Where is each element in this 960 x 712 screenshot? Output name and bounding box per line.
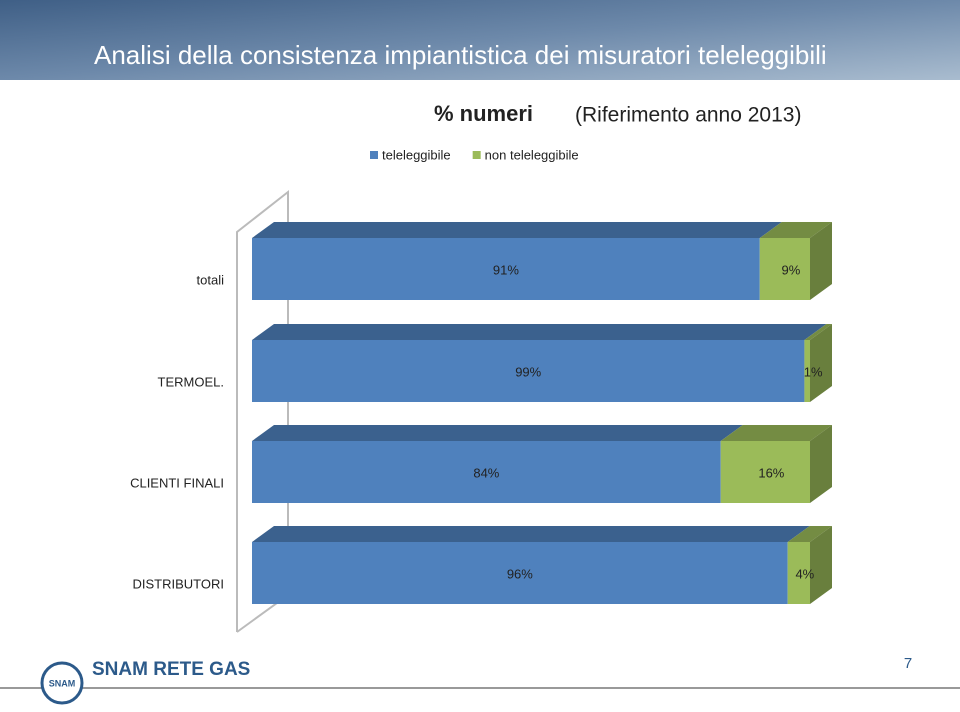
category-label: CLIENTI FINALI — [130, 475, 224, 490]
bar — [787, 542, 810, 604]
chart-wall — [236, 189, 289, 633]
value-label: 96% — [507, 566, 533, 581]
logo-text: SNAM RETE GAS — [92, 659, 250, 680]
value-label: 1% — [804, 364, 823, 379]
value-label: 99% — [515, 364, 541, 379]
legend-swatch — [472, 151, 481, 159]
category-label: TERMOEL. — [158, 374, 224, 389]
value-label: 9% — [781, 262, 800, 277]
bar-top — [804, 324, 832, 340]
bar-top — [252, 425, 743, 441]
value-label: 16% — [758, 465, 784, 480]
legend-swatch — [370, 151, 378, 159]
bar-side — [810, 425, 832, 503]
bar — [759, 238, 810, 300]
bar — [252, 441, 721, 503]
bar — [804, 340, 810, 402]
value-label: 91% — [493, 262, 519, 277]
bar-top — [252, 526, 810, 542]
value-label: 84% — [473, 465, 499, 480]
bar-top — [720, 425, 832, 441]
page-number: 7 — [904, 655, 912, 672]
bar — [252, 340, 805, 402]
logo-mark: SNAM — [49, 678, 76, 688]
bar-side — [810, 222, 832, 300]
legend-label: non teleleggibile — [485, 147, 579, 162]
bar — [252, 238, 760, 300]
chart-title: % numeri — [434, 101, 533, 126]
bar — [252, 542, 788, 604]
header-band — [0, 0, 960, 80]
category-label: DISTRIBUTORI — [133, 576, 225, 591]
slide-title: Analisi della consistenza impiantistica … — [94, 40, 827, 70]
legend-label: teleleggibile — [382, 147, 451, 162]
bar — [720, 441, 810, 503]
bar-side — [810, 324, 832, 402]
bar-top — [252, 324, 827, 340]
bar-side — [810, 526, 832, 604]
logo-circle — [40, 661, 84, 705]
bar-top — [787, 526, 832, 542]
chart-subtitle: (Riferimento anno 2013) — [575, 104, 801, 127]
category-label: totali — [197, 272, 225, 287]
value-label: 4% — [795, 566, 814, 581]
bar-top — [252, 222, 782, 238]
bar-top — [759, 222, 832, 238]
